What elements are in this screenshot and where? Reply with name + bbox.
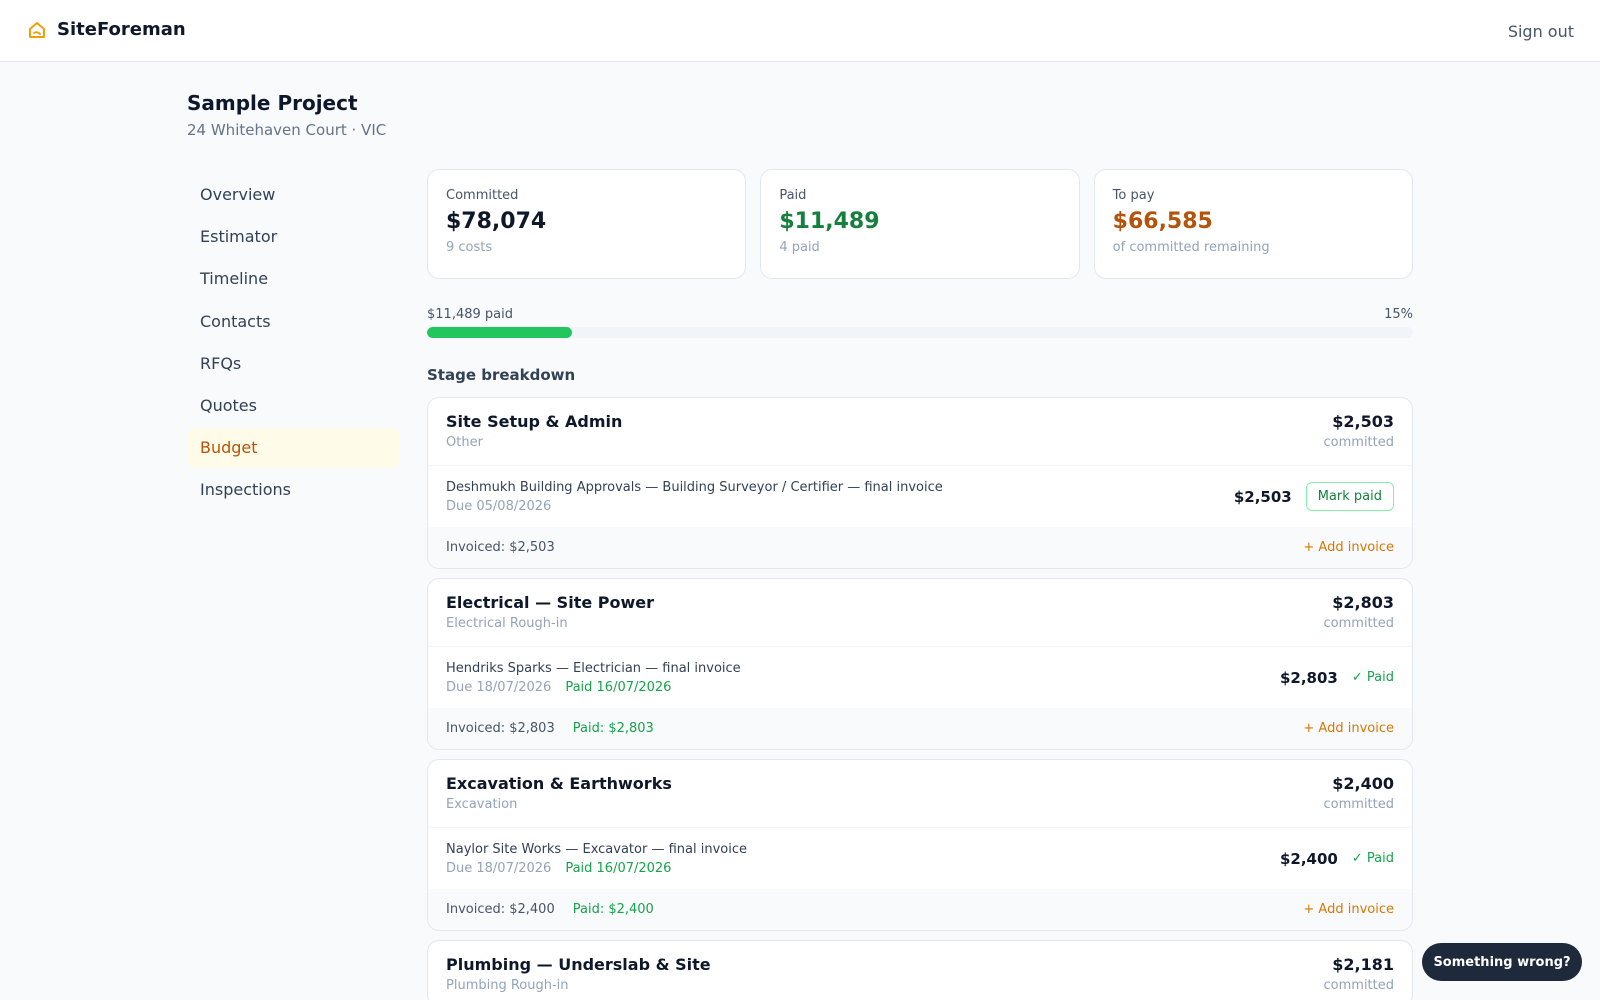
project-nav: Overview Estimator Timeline Contacts RFQ… xyxy=(187,175,399,513)
stage-amount: $2,803 xyxy=(1332,593,1394,612)
stage-footer: Invoiced: $2,803 Paid: $2,803 + Add invoi… xyxy=(428,708,1412,749)
stage-card: Excavation & Earthworks Excavation $2,40… xyxy=(427,759,1413,931)
paid-status-badge: ✓ Paid xyxy=(1351,851,1394,866)
stage-card: Plumbing — Underslab & Site Plumbing Rou… xyxy=(427,940,1413,1000)
stage-name: Excavation & Earthworks xyxy=(446,774,672,793)
cost-line-due: Due 18/07/2026 xyxy=(446,860,552,876)
nav-item-rfqs[interactable]: RFQs xyxy=(200,353,242,373)
cost-line-paid-date: Paid 16/07/2026 xyxy=(565,860,672,876)
paid-card: Paid $11,489 4 paid xyxy=(760,169,1080,279)
stage-header: Site Setup & Admin Other $2,503 committe… xyxy=(428,398,1412,466)
summary-cards: Committed $78,074 9 costs Paid $11,489 4… xyxy=(427,169,1413,279)
paid-label: Paid xyxy=(779,188,807,203)
mark-paid-button[interactable]: Mark paid xyxy=(1305,482,1394,511)
feedback-button[interactable]: Something wrong? xyxy=(1422,943,1582,981)
add-invoice-button[interactable]: + Add invoice xyxy=(1303,902,1394,917)
cost-line-paid-date: Paid 16/07/2026 xyxy=(565,679,672,695)
stage-category: Excavation xyxy=(446,797,518,812)
cost-line-amount: $2,400 xyxy=(1279,849,1338,868)
stage-breakdown-title: Stage breakdown xyxy=(427,366,576,384)
stage-header: Plumbing — Underslab & Site Plumbing Rou… xyxy=(428,941,1412,1000)
stage-committed-label: committed xyxy=(1323,978,1394,993)
brand[interactable]: SiteForeman xyxy=(27,19,186,40)
to-pay-card: To pay $66,585 of committed remaining xyxy=(1093,169,1413,279)
cost-line-description: Hendriks Sparks — Electrician — final in… xyxy=(446,660,741,676)
stage-paid-total: Paid: $2,803 xyxy=(572,721,654,736)
progress-percent: 15% xyxy=(1384,307,1413,322)
progress-fill xyxy=(427,327,572,338)
add-invoice-button[interactable]: + Add invoice xyxy=(1303,540,1394,555)
committed-card: Committed $78,074 9 costs xyxy=(427,169,747,279)
stage-name: Electrical — Site Power xyxy=(446,593,654,612)
project-title: Sample Project xyxy=(187,91,358,115)
stage-name: Plumbing — Underslab & Site xyxy=(446,955,711,974)
paid-value: $11,489 xyxy=(779,209,880,234)
cost-line: Naylor Site Works — Excavator — final in… xyxy=(428,828,1412,889)
top-bar: SiteForeman Sign out xyxy=(0,0,1600,62)
nav-item-overview[interactable]: Overview xyxy=(200,185,276,204)
committed-count: 9 costs xyxy=(446,240,493,255)
cost-line-due: Due 05/08/2026 xyxy=(446,498,552,514)
nav-item-timeline[interactable]: Timeline xyxy=(200,269,269,289)
nav-item-estimator[interactable]: Estimator xyxy=(200,227,278,247)
add-invoice-button[interactable]: + Add invoice xyxy=(1303,721,1394,736)
paid-count: 4 paid xyxy=(779,240,820,255)
stage-committed-label: committed xyxy=(1323,797,1394,812)
cost-line-amount: $2,503 xyxy=(1233,487,1292,506)
stage-category: Electrical Rough-in xyxy=(446,616,568,631)
stage-card: Site Setup & Admin Other $2,503 committe… xyxy=(427,397,1413,569)
to-pay-sub: of committed remaining xyxy=(1112,240,1270,255)
budget-main: Committed $78,074 9 costs Paid $11,489 4… xyxy=(427,169,1413,1000)
cost-line-description: Naylor Site Works — Excavator — final in… xyxy=(446,841,747,857)
stage-footer: Invoiced: $2,400 Paid: $2,400 + Add invoi… xyxy=(428,889,1412,930)
progress-bar xyxy=(427,327,1413,338)
stage-amount: $2,400 xyxy=(1332,774,1394,793)
committed-label: Committed xyxy=(446,188,519,203)
stage-category: Plumbing Rough-in xyxy=(446,978,569,993)
stage-committed-label: committed xyxy=(1323,616,1394,631)
to-pay-label: To pay xyxy=(1112,188,1155,203)
stage-committed-label: committed xyxy=(1323,435,1394,450)
cost-line-description: Deshmukh Building Approvals — Building S… xyxy=(446,479,943,495)
nav-item-quotes[interactable]: Quotes xyxy=(200,395,257,415)
stage-header: Excavation & Earthworks Excavation $2,40… xyxy=(428,760,1412,828)
stage-invoiced: Invoiced: $2,803 xyxy=(446,721,555,736)
paid-status-badge: ✓ Paid xyxy=(1351,670,1394,685)
stage-amount: $2,503 xyxy=(1332,412,1394,431)
stage-header: Electrical — Site Power Electrical Rough… xyxy=(428,579,1412,647)
project-address: 24 Whitehaven Court · VIC xyxy=(187,121,387,139)
committed-value: $78,074 xyxy=(446,209,547,234)
stage-name: Site Setup & Admin xyxy=(446,412,623,431)
nav-item-inspections[interactable]: Inspections xyxy=(200,480,291,500)
cost-line-due: Due 18/07/2026 xyxy=(446,679,552,695)
stage-paid-total: Paid: $2,400 xyxy=(572,902,654,917)
stage-card: Electrical — Site Power Electrical Rough… xyxy=(427,578,1413,750)
stage-footer: Invoiced: $2,503 + Add invoice xyxy=(428,527,1412,568)
progress-label: $11,489 paid xyxy=(427,307,513,322)
cost-line: Hendriks Sparks — Electrician — final in… xyxy=(428,647,1412,708)
nav-item-budget[interactable]: Budget xyxy=(187,428,399,469)
cost-line: Deshmukh Building Approvals — Building S… xyxy=(428,466,1412,527)
nav-item-contacts[interactable]: Contacts xyxy=(200,311,271,331)
stage-invoiced: Invoiced: $2,503 xyxy=(446,540,555,555)
stage-invoiced: Invoiced: $2,400 xyxy=(446,902,555,917)
app-name: SiteForeman xyxy=(57,19,186,40)
sign-out-button[interactable]: Sign out xyxy=(1507,22,1574,41)
stage-amount: $2,181 xyxy=(1332,955,1394,974)
house-icon xyxy=(27,20,47,40)
stage-category: Other xyxy=(446,435,483,450)
progress-header: $11,489 paid 15% xyxy=(427,307,1413,322)
to-pay-value: $66,585 xyxy=(1112,209,1213,234)
cost-line-amount: $2,803 xyxy=(1279,668,1338,687)
